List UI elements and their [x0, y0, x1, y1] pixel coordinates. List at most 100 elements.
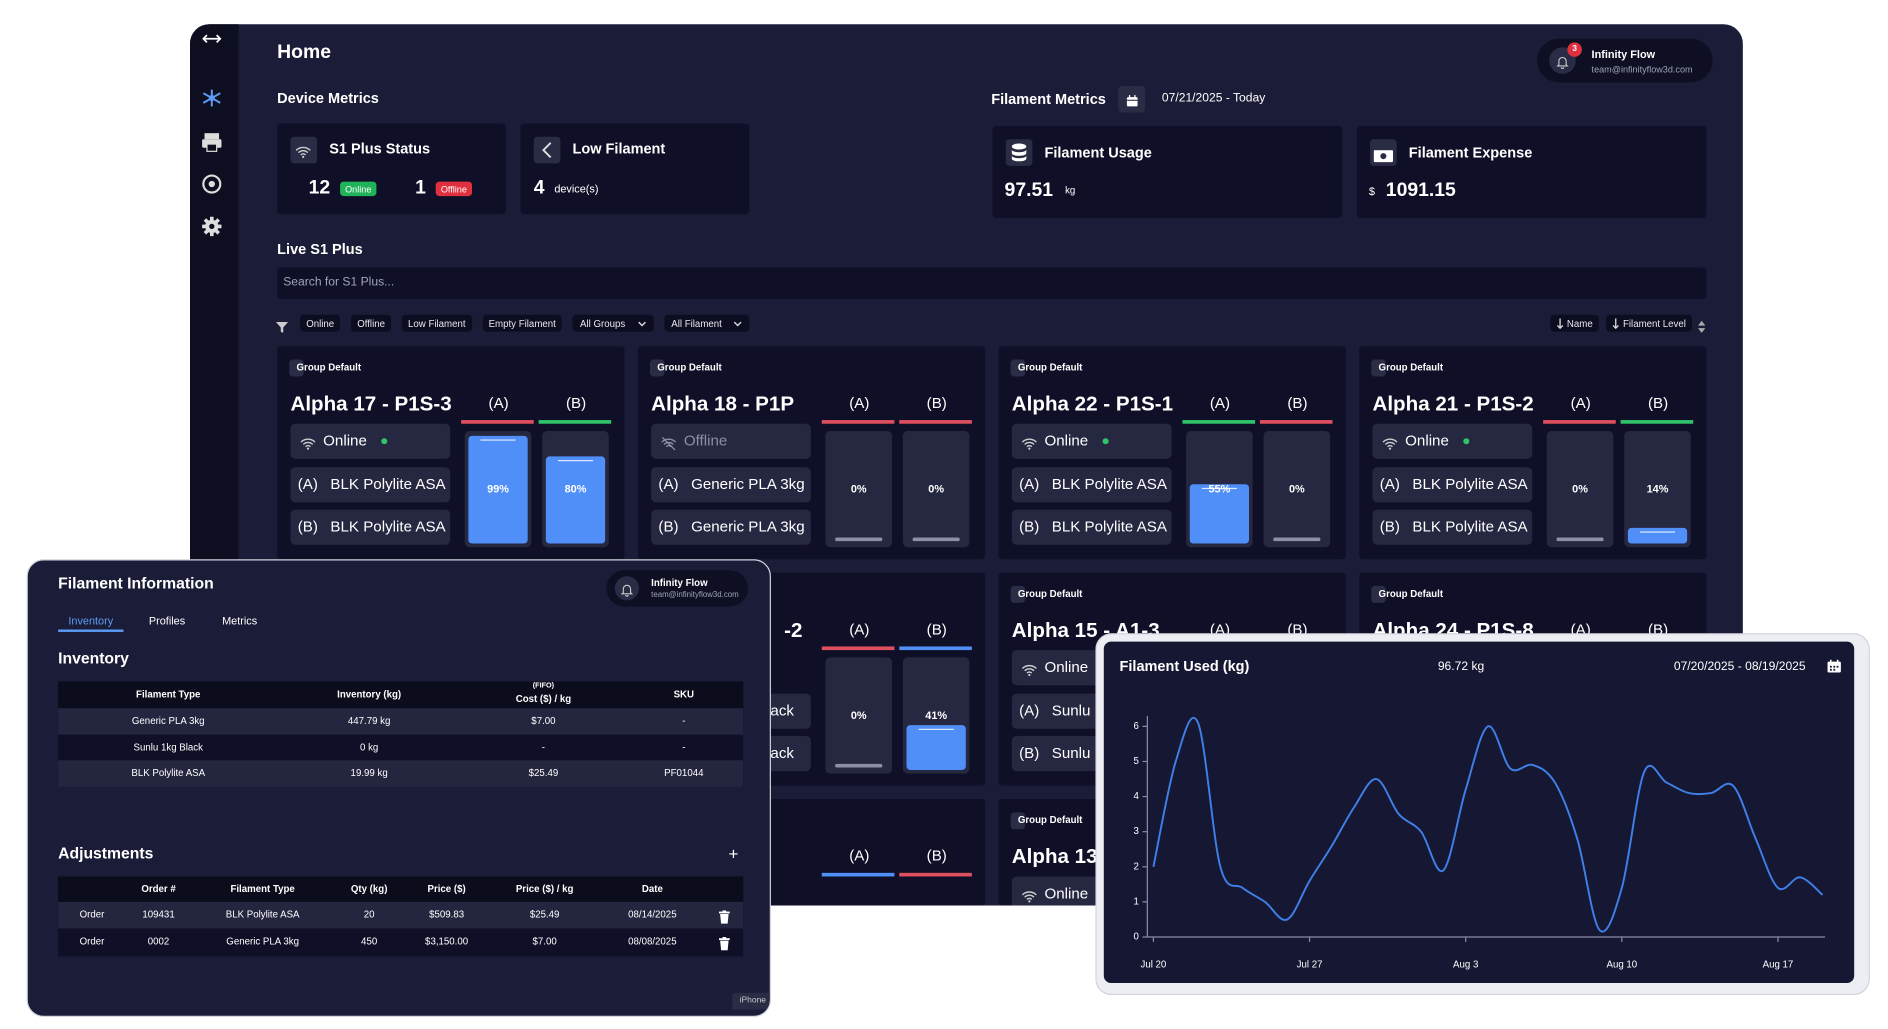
table-cell: Order: [79, 936, 105, 947]
tank-level: 0%: [850, 482, 867, 495]
filament-name: BLK Polylite ASA: [1051, 518, 1167, 536]
nav-network[interactable]: [201, 87, 223, 109]
filament-name: BLK Polylite ASA: [1412, 518, 1528, 536]
search-input[interactable]: Search for S1 Plus...: [277, 267, 1707, 300]
delete-button[interactable]: [718, 908, 730, 924]
printer-card[interactable]: Group Default Alpha 18 - P1P Offline (A) 0% (…: [637, 346, 986, 560]
filament-tank: 0%: [825, 430, 892, 548]
expand-icon[interactable]: [202, 30, 222, 45]
table-row: Generic PLA 3kg 447.79 kg $7.00 -: [58, 708, 744, 735]
online-chip-label: Online: [345, 183, 372, 195]
tank-level: 99%: [487, 482, 509, 495]
filter-chip[interactable]: Online: [300, 314, 341, 332]
table-cell: -: [682, 741, 686, 753]
section-title: Adjustments: [58, 844, 154, 863]
table-cell: 109431: [142, 909, 175, 921]
slot-label: (A): [658, 475, 679, 493]
slot-header: (B): [926, 846, 947, 864]
tank-fill: [1189, 483, 1250, 544]
nav-settings[interactable]: [201, 215, 223, 237]
filament-row: (A) BLK Polylite ASA: [1372, 467, 1533, 503]
table-cell: Generic PLA 3kg: [226, 936, 299, 947]
dropdown-chip[interactable]: All Filament: [664, 314, 750, 332]
slot-status-bar: [899, 420, 972, 424]
column-note: (FIFO): [532, 683, 555, 691]
column-header: Inventory (kg): [337, 689, 402, 700]
tab[interactable]: Profiles: [148, 614, 186, 627]
dropdown-chip[interactable]: All Groups: [572, 314, 654, 332]
printer-name: Alpha 18 - P1P: [651, 391, 795, 415]
slot-header: (B): [1287, 394, 1308, 411]
group-label: Group Default: [1017, 588, 1083, 600]
slot-status-bar: [1182, 420, 1256, 424]
tab[interactable]: Inventory: [68, 614, 114, 627]
page-title: Home: [277, 42, 331, 64]
x-tick-label: Aug 17: [1763, 959, 1794, 970]
user-pill[interactable]: Infinity Flow team@infinityflow3d.com: [606, 570, 748, 607]
usage-line: [1152, 716, 1824, 933]
x-tick-label: Jul 27: [1297, 959, 1323, 970]
bell-icon: [1556, 53, 1569, 69]
slot-header: (B): [1648, 394, 1669, 411]
tank-base: [1273, 537, 1321, 542]
table-row: Sunlu 1kg Black 0 kg - -: [58, 734, 744, 761]
printer-card[interactable]: Group Default Alpha 21 - P1S-2 Online (A) 0%…: [1359, 346, 1707, 560]
tank-fill: [906, 725, 966, 770]
sort-button[interactable]: Name: [1549, 314, 1599, 332]
tank-fill: [1627, 528, 1688, 544]
y-tick-label: 1: [1134, 896, 1139, 907]
filament-tank: 41%: [902, 657, 970, 774]
table-cell: $25.49: [528, 767, 559, 779]
filament-name: ack: [770, 744, 794, 762]
fill-highlight: [480, 439, 516, 441]
group-label: Group Default: [296, 362, 362, 374]
nav-printer[interactable]: [201, 131, 223, 153]
delete-button[interactable]: [718, 935, 730, 951]
printer-card[interactable]: Group Default Alpha 17 - P1S-3 Online (A) 99…: [277, 346, 625, 560]
tank-fill: [545, 456, 606, 544]
add-button[interactable]: +: [728, 843, 739, 863]
calendar-button[interactable]: [1827, 659, 1841, 673]
filament-tank: 0%: [902, 430, 970, 548]
group-chip: Group Default: [1010, 585, 1082, 603]
low-filament-card: Low Filament 4 device(s): [520, 123, 750, 215]
online-chip: Online: [340, 181, 377, 197]
inventory-table: Filament Type Inventory (kg) Cost ($) / kg…: [58, 681, 744, 787]
tank-base: [912, 537, 960, 542]
filament-row: (B) BLK Polylite ASA: [1372, 509, 1533, 545]
table-cell: PF01044: [664, 767, 704, 779]
tab[interactable]: Metrics: [222, 614, 258, 627]
tank-level: 0%: [928, 482, 945, 495]
printer-card[interactable]: Group Default Alpha 22 - P1S-1 Online (A) 55…: [998, 346, 1346, 560]
wifi-icon: [295, 143, 311, 158]
user-pill[interactable]: 3 Infinity Flow team@infinityflow3d.com: [1537, 38, 1713, 83]
slot-header: (B): [926, 394, 947, 411]
wifi-icon: [1021, 661, 1037, 677]
sort-label: Filament Level: [1622, 317, 1686, 329]
table-cell: -: [682, 715, 686, 727]
filament-tank: 14%: [1624, 430, 1691, 548]
calendar-icon: [1126, 92, 1139, 107]
slot-label: (B): [1379, 518, 1400, 536]
status-row: Online: [290, 423, 451, 459]
status-label: Online: [1405, 432, 1449, 450]
group-chip: Group Default: [649, 359, 722, 377]
nav-spool[interactable]: [201, 173, 223, 195]
slot-status-bar: [1259, 420, 1333, 424]
wifi-icon: [661, 435, 677, 451]
search-placeholder: Search for S1 Plus...: [283, 276, 395, 290]
filter-label: Low Filament: [408, 317, 466, 329]
tank-fill: [468, 435, 528, 544]
tank-level: 80%: [564, 482, 587, 495]
group-chip: Group Default: [1010, 812, 1082, 830]
y-tick-label: 4: [1134, 791, 1140, 802]
filter-chip[interactable]: Empty Filament: [482, 314, 562, 332]
filter-chip[interactable]: Low Filament: [401, 314, 472, 332]
column-header: Qty (kg): [350, 883, 388, 895]
column-header: SKU: [673, 689, 695, 700]
sort-button[interactable]: Filament Level: [1606, 314, 1692, 332]
panel-title: Filament Information: [58, 574, 214, 593]
filter-chip[interactable]: Offline: [351, 314, 392, 332]
sort-toggle[interactable]: [1698, 317, 1706, 333]
user-email: team@infinityflow3d.com: [651, 590, 739, 600]
